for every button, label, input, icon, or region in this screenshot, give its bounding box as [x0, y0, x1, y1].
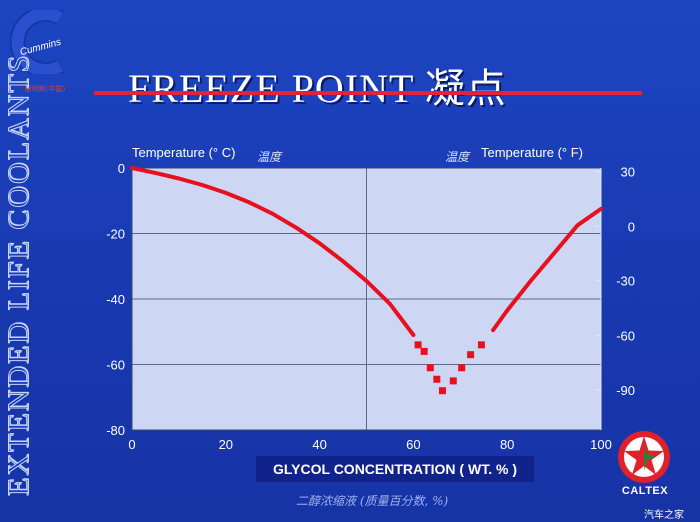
data-point-8 — [477, 341, 485, 349]
x-tick-3: 60 — [406, 437, 420, 452]
x-tick-2: 40 — [312, 437, 326, 452]
data-point-0 — [414, 341, 422, 349]
data-point-3 — [433, 375, 441, 383]
watermark: 汽车之家 — [644, 510, 684, 521]
y-tick-right-1: 0 — [628, 219, 635, 234]
data-point-5 — [449, 377, 457, 385]
y-axis-right-title-cn: 温度 — [445, 150, 470, 164]
data-point-1 — [420, 347, 428, 355]
data-point-7 — [467, 351, 475, 359]
page-title: FREEZE POINT 凝点 — [128, 66, 507, 111]
series-line-solid-left — [130, 166, 416, 337]
title-underline — [94, 91, 642, 95]
y-tick-left-3: -60 — [106, 358, 125, 373]
y-tick-right-2: -30 — [616, 274, 635, 289]
series-line-solid-right — [491, 206, 603, 333]
brand-left-sub: 康明斯(中国) — [24, 85, 66, 93]
x-tick-4: 80 — [500, 437, 514, 452]
x-axis-title-cn: 二醇浓缩液 (质量百分数, %) — [296, 494, 449, 508]
data-point-6 — [458, 364, 466, 372]
data-point-2 — [426, 364, 434, 372]
brand-right: CALTEX — [621, 485, 669, 497]
x-tick-5: 100 — [590, 437, 612, 452]
x-axis-title: GLYCOL CONCENTRATION ( WT. % ) — [256, 456, 534, 482]
y-tick-left-1: -20 — [106, 227, 125, 242]
y-tick-right-3: -60 — [616, 328, 635, 343]
cummins-logo-icon: Cummins — [10, 10, 65, 74]
y-tick-left-2: -40 — [106, 292, 125, 307]
y-axis-right-title: Temperature (° F) — [481, 145, 584, 160]
caltex-star-icon — [618, 431, 670, 483]
y-axis-left-title-cn: 温度 — [257, 150, 282, 164]
y-tick-left-4: -80 — [106, 423, 125, 438]
x-tick-0: 0 — [128, 437, 135, 452]
y-axis-left-title: Temperature (° C) — [132, 145, 236, 160]
y-tick-right-4: -90 — [616, 383, 635, 398]
data-point-4 — [438, 387, 446, 395]
x-tick-1: 20 — [219, 437, 233, 452]
y-tick-right-0: 30 — [621, 165, 635, 180]
y-tick-left-0: 0 — [118, 161, 125, 176]
